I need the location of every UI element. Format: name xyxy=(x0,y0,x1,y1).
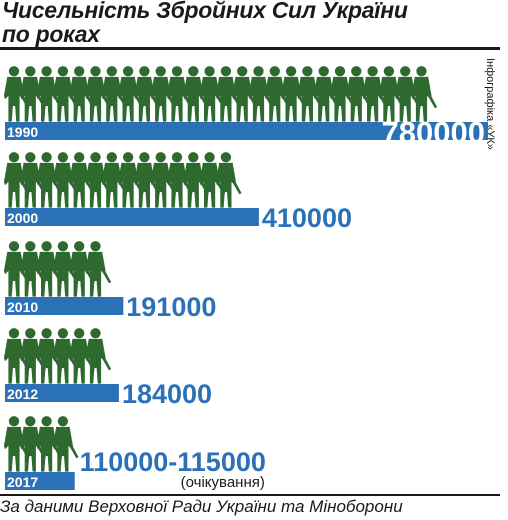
soldier-icon xyxy=(52,416,79,472)
year-label-2017: 2017 xyxy=(7,474,38,490)
year-label-2010: 2010 xyxy=(7,299,38,315)
soldier-icon xyxy=(411,66,438,122)
source-note: За даними Верховної Ради України та Міно… xyxy=(0,494,500,517)
year-label-2012: 2012 xyxy=(7,386,38,402)
value-label-2017: 110000-115000 xyxy=(80,447,266,477)
chart-title: Чисельність Збройних Сил України по рока… xyxy=(2,0,408,46)
soldier-icon xyxy=(215,152,242,208)
note-label-2017: (очікування) xyxy=(181,474,265,491)
value-label-2000: 410000 xyxy=(262,203,352,233)
value-label-2010: 191000 xyxy=(126,292,216,322)
title-line-1: Чисельність Збройних Сил України xyxy=(2,0,408,23)
value-label-1990: 780000 xyxy=(382,115,485,150)
title-line-2: по роках xyxy=(2,21,100,47)
year-label-2000: 2000 xyxy=(7,210,38,226)
bar-2010 xyxy=(5,297,124,315)
bar-2000 xyxy=(5,208,259,226)
year-label-1990: 1990 xyxy=(7,124,38,140)
bar-1990 xyxy=(5,122,488,140)
value-label-2012: 184000 xyxy=(122,379,212,409)
bar-2012 xyxy=(5,384,119,402)
bar-2017 xyxy=(5,472,75,490)
title-divider xyxy=(0,47,500,50)
soldier-icon xyxy=(85,241,112,297)
soldier-icon xyxy=(85,328,112,384)
